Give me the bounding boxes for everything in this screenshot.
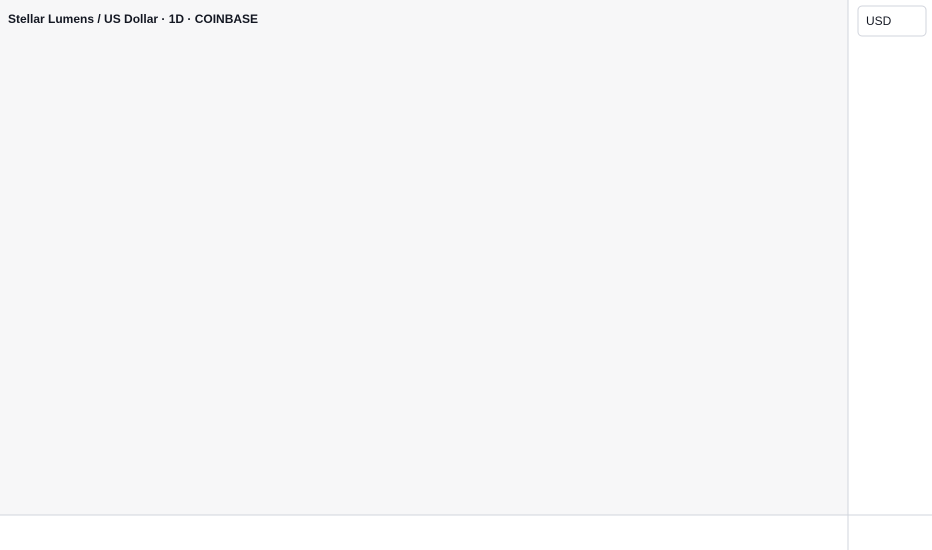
chart-title: Stellar Lumens / US Dollar · 1D · COINBA… <box>8 12 258 26</box>
currency-label[interactable]: USD <box>866 14 892 28</box>
plot-area <box>0 0 848 515</box>
currency-button[interactable] <box>857 5 927 37</box>
